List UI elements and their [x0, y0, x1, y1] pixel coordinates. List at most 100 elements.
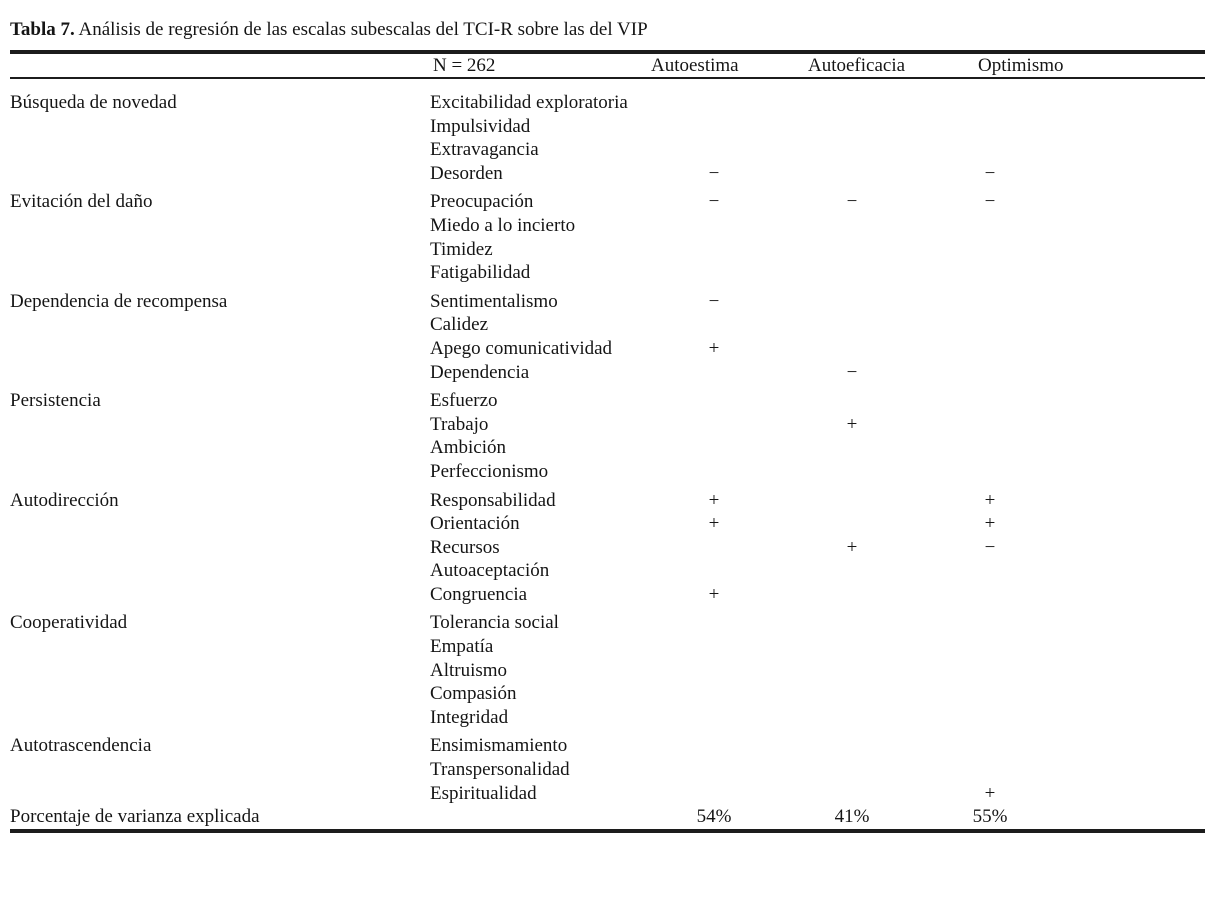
- table-row: Búsqueda de novedad Excitabilidad explor…: [10, 78, 1205, 115]
- sign-cell-autoestima: +: [708, 513, 720, 535]
- scale-cell: [10, 583, 430, 607]
- sign-cell-autoestima: [645, 384, 783, 413]
- subscale-cell: Trabajo: [430, 413, 489, 435]
- sign-cell-autoeficacia: [783, 313, 921, 337]
- header-autoeficacia: Autoeficacia: [783, 54, 921, 79]
- sign-cell-optimismo: [921, 285, 1059, 314]
- sign-cell-autoeficacia: [783, 138, 921, 162]
- sign-cell-autoestima: [645, 606, 783, 635]
- paper-page: Tabla 7. Análisis de regresión de las es…: [10, 19, 1205, 833]
- table-caption-text: Análisis de regresión de las escalas sub…: [78, 19, 648, 40]
- sign-cell-autoestima: [645, 729, 783, 758]
- sign-cell-autoeficacia: [783, 460, 921, 484]
- sign-cell-autoestima: [645, 659, 783, 683]
- scale-cell: [10, 635, 430, 659]
- table-row: Integridad: [10, 706, 1205, 730]
- subscale-cell: Perfeccionismo: [430, 460, 549, 482]
- sign-cell-autoeficacia: [783, 261, 921, 285]
- scale-cell: [10, 460, 430, 484]
- subscale-cell: Empatía: [430, 636, 494, 658]
- sign-cell-autoestima: [645, 361, 783, 385]
- scale-cell: [10, 758, 430, 782]
- scale-cell: [10, 436, 430, 460]
- row-filler: [1059, 162, 1205, 186]
- sign-cell-optimismo: +: [984, 513, 996, 535]
- scale-cell: Cooperatividad: [10, 612, 128, 634]
- header-scale-empty: [10, 54, 430, 79]
- scale-cell: Búsqueda de novedad: [10, 92, 177, 113]
- sign-cell-optimismo: [921, 659, 1059, 683]
- subscale-cell: Dependencia: [430, 361, 530, 383]
- row-filler: [1059, 436, 1205, 460]
- footer-variance-autoeficacia: 41%: [783, 805, 921, 833]
- sign-cell-autoestima: [645, 261, 783, 285]
- scale-cell: [10, 682, 430, 706]
- sign-cell-autoeficacia: [783, 583, 921, 607]
- row-filler: [1059, 536, 1205, 560]
- sign-cell-autoestima: [645, 460, 783, 484]
- sign-cell-autoestima: [645, 635, 783, 659]
- sign-cell-optimismo: −: [984, 536, 996, 558]
- sign-cell-optimismo: [921, 214, 1059, 238]
- table-row: Persistencia Esfuerzo: [10, 384, 1205, 413]
- sign-cell-optimismo: [921, 758, 1059, 782]
- table-row: Ambición: [10, 436, 1205, 460]
- sign-cell-optimismo: [921, 115, 1059, 139]
- sign-cell-autoeficacia: [783, 436, 921, 460]
- table-row: Compasión: [10, 682, 1205, 706]
- scale-cell: Dependencia de recompensa: [10, 290, 228, 312]
- scale-cell: [10, 512, 430, 536]
- footer-row: Porcentaje de varianza explicada 54% 41%…: [10, 805, 1205, 833]
- subscale-cell: Desorden: [430, 162, 503, 184]
- scale-cell: [10, 536, 430, 560]
- sign-cell-autoeficacia: [783, 782, 921, 806]
- subscale-cell: Ambición: [430, 437, 506, 459]
- sign-cell-optimismo: [921, 384, 1059, 413]
- sign-cell-autoeficacia: [783, 484, 921, 513]
- sign-cell-optimismo: [921, 559, 1059, 583]
- scale-cell: [10, 162, 430, 186]
- subscale-cell: Tolerancia social: [430, 612, 559, 634]
- sign-cell-optimismo: [921, 606, 1059, 635]
- subscale-cell: Responsabilidad: [430, 489, 556, 511]
- row-filler: [1059, 635, 1205, 659]
- table-row: Extravagancia: [10, 138, 1205, 162]
- sign-cell-optimismo: [921, 729, 1059, 758]
- sign-cell-autoeficacia: [783, 214, 921, 238]
- subscale-cell: Impulsividad: [430, 115, 531, 137]
- sign-cell-autoestima: [645, 436, 783, 460]
- sign-cell-autoestima: −: [708, 290, 720, 312]
- row-filler: [1059, 682, 1205, 706]
- scale-cell: [10, 782, 430, 806]
- sign-cell-optimismo: [921, 361, 1059, 385]
- table-row: Dependencia de recompensa Sentimentalism…: [10, 285, 1205, 314]
- sign-cell-optimismo: [921, 583, 1059, 607]
- subscale-cell: Extravagancia: [430, 139, 539, 161]
- sign-cell-autoestima: [645, 682, 783, 706]
- footer-variance-autoestima: 54%: [645, 805, 783, 833]
- sign-cell-autoeficacia: [783, 337, 921, 361]
- subscale-cell: Fatigabilidad: [430, 262, 531, 284]
- header-autoestima: Autoestima: [645, 54, 783, 79]
- sign-cell-autoestima: [645, 214, 783, 238]
- sign-cell-optimismo: [921, 682, 1059, 706]
- subscale-cell: Esfuerzo: [430, 390, 498, 412]
- table-row: Recursos + −: [10, 536, 1205, 560]
- sign-cell-optimismo: [921, 238, 1059, 262]
- subscale-cell: Miedo a lo incierto: [430, 214, 576, 236]
- sign-cell-autoeficacia: [783, 78, 921, 115]
- subscale-cell: Excitabilidad exploratoria: [430, 92, 628, 113]
- row-filler: [1059, 238, 1205, 262]
- table-row: Miedo a lo incierto: [10, 214, 1205, 238]
- sign-cell-autoestima: [645, 238, 783, 262]
- sign-cell-autoestima: +: [708, 583, 720, 605]
- row-filler: [1059, 729, 1205, 758]
- row-filler: [1059, 484, 1205, 513]
- header-filler: [1059, 54, 1205, 79]
- sign-cell-autoestima: [645, 138, 783, 162]
- sign-cell-autoestima: +: [708, 337, 720, 359]
- scale-cell: [10, 115, 430, 139]
- sign-cell-autoeficacia: [783, 238, 921, 262]
- footer-variance-optimismo: 55%: [921, 805, 1059, 833]
- table-row: Empatía: [10, 635, 1205, 659]
